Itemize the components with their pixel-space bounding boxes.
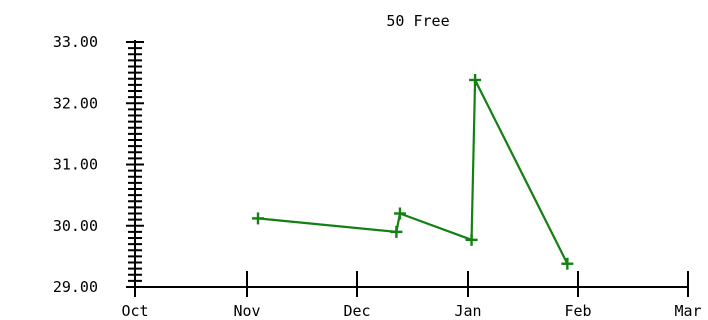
y-tick-label: 33.00 xyxy=(53,33,98,51)
x-tick-label: Jan xyxy=(454,302,481,320)
y-tick-label: 31.00 xyxy=(53,156,98,174)
y-tick-label: 32.00 xyxy=(53,94,98,112)
x-axis: Oct Nov Dec Jan Feb Mar xyxy=(121,271,702,320)
x-tick-label: Oct xyxy=(121,302,148,320)
data-point xyxy=(469,73,482,86)
y-axis: 29.00 30.00 31.00 32.00 33.00 xyxy=(53,33,144,296)
x-tick-label: Dec xyxy=(343,302,370,320)
data-point xyxy=(393,207,406,220)
y-tick-label: 30.00 xyxy=(53,217,98,235)
y-tick-label: 29.00 xyxy=(53,278,98,296)
data-point xyxy=(465,233,478,246)
data-point xyxy=(561,257,574,270)
x-tick-label: Feb xyxy=(564,302,591,320)
x-tick-label: Mar xyxy=(674,302,701,320)
data-point xyxy=(390,225,403,238)
x-tick-label: Nov xyxy=(233,302,260,320)
data-point xyxy=(252,212,264,225)
chart-title: 50 Free xyxy=(386,12,449,30)
plot-area xyxy=(252,73,574,270)
series-line xyxy=(257,78,569,265)
